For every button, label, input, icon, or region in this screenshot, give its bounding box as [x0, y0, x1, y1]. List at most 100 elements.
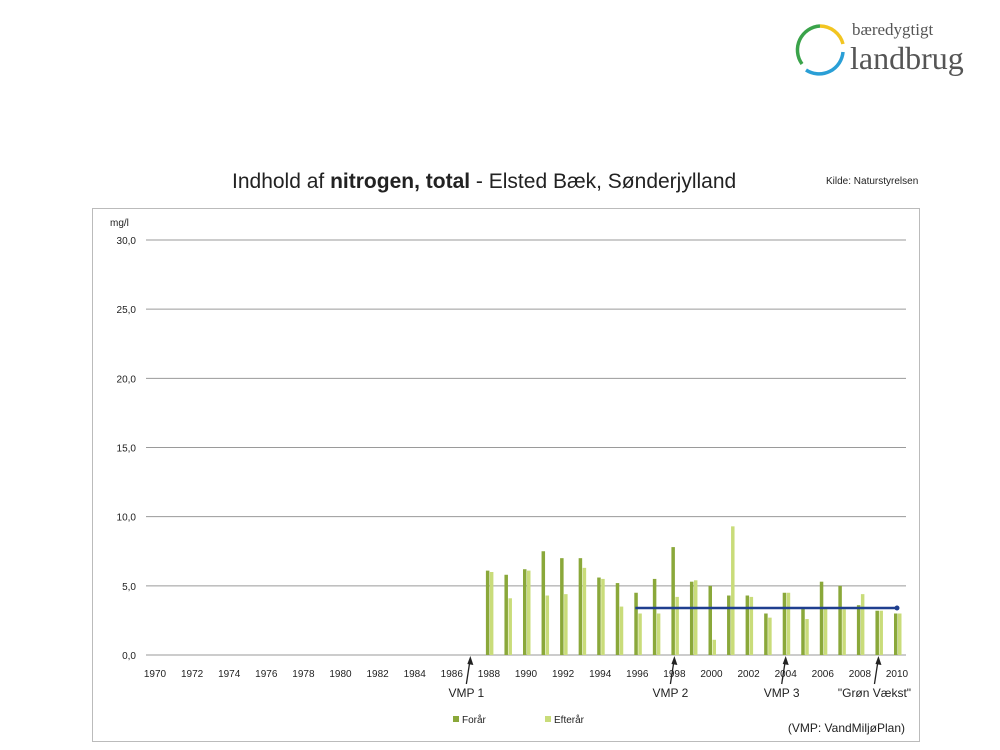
- x-tick-label: 1986: [441, 669, 464, 680]
- title-bold: nitrogen, total: [330, 170, 471, 193]
- bar-efterar: [564, 594, 568, 655]
- x-tick-label: 1976: [255, 669, 278, 680]
- y-tick-label: 5,0: [122, 582, 136, 593]
- bar-forar: [819, 581, 824, 655]
- logo-text-line2: landbrug: [850, 40, 964, 76]
- bar-efterar: [712, 639, 716, 655]
- bar-forar: [652, 578, 657, 655]
- y-tick-label: 30,0: [117, 236, 137, 247]
- bar-forar: [671, 547, 675, 655]
- x-tick-label: 1990: [515, 669, 538, 680]
- bar-efterar: [675, 596, 679, 655]
- bar-efterar: [619, 606, 624, 655]
- trend-end-marker: [894, 605, 900, 611]
- x-tick-label: 2000: [700, 669, 723, 680]
- y-tick-label: 10,0: [117, 513, 137, 524]
- x-tick-label: 1972: [181, 669, 204, 680]
- bar-efterar: [656, 613, 661, 655]
- bar-forar: [523, 569, 527, 655]
- bar-efterar: [842, 609, 846, 655]
- bar-efterar: [693, 580, 698, 655]
- x-tick-label: 1988: [478, 669, 501, 680]
- annotation-label: "Grøn Vækst": [838, 686, 911, 700]
- arrow-head-icon: [782, 656, 789, 665]
- bar-forar: [727, 595, 731, 655]
- bar-efterar: [860, 594, 865, 655]
- legend-swatch-efterar: [545, 716, 551, 722]
- bar-forar: [856, 605, 861, 655]
- logo-ring-icon: [795, 24, 845, 76]
- annotation-label: VMP 1: [448, 686, 484, 700]
- x-tick-label: 1974: [218, 669, 241, 680]
- bar-efterar: [601, 578, 605, 655]
- bar-efterar: [489, 572, 494, 655]
- x-tick-label: 2004: [775, 669, 798, 680]
- x-tick-label: 1998: [663, 669, 686, 680]
- x-tick-label: 2008: [849, 669, 872, 680]
- legend-label-forar: Forår: [462, 714, 487, 726]
- x-tick-label: 2002: [737, 669, 760, 680]
- source-label: Kilde: Naturstyrelsen: [826, 176, 919, 187]
- bar-efterar: [898, 613, 902, 655]
- bar-forar: [634, 592, 638, 655]
- y-tick-label: 20,0: [117, 374, 137, 385]
- chart-frame: [92, 208, 920, 742]
- bar-forar: [560, 558, 564, 655]
- bar-forar: [708, 585, 712, 655]
- bar-efterar: [545, 595, 550, 655]
- bar-efterar: [823, 607, 828, 655]
- bar-forar: [745, 595, 750, 655]
- bar-forar: [597, 577, 601, 655]
- bar-forar: [894, 613, 898, 655]
- y-tick-label: 15,0: [117, 444, 137, 455]
- bar-forar: [875, 610, 879, 655]
- x-tick-label: 1984: [404, 669, 427, 680]
- x-tick-label: 2006: [812, 669, 835, 680]
- bar-efterar: [731, 526, 735, 655]
- bar-efterar: [508, 598, 512, 655]
- x-tick-label: 1978: [292, 669, 315, 680]
- x-tick-label: 1980: [329, 669, 352, 680]
- x-tick-label: 2010: [886, 669, 909, 680]
- x-tick-label: 1996: [626, 669, 649, 680]
- legend-swatch-forar: [453, 716, 459, 722]
- title-prefix: Indhold af: [232, 170, 331, 193]
- legend-label-efterar: Efterår: [554, 714, 585, 726]
- bar-efterar: [582, 567, 587, 655]
- bar-forar: [578, 558, 583, 655]
- bar-forar: [504, 574, 508, 655]
- arrow-head-icon: [467, 656, 474, 665]
- y-tick-label: 25,0: [117, 305, 137, 316]
- arrow-head-icon: [671, 656, 678, 665]
- bar-forar: [689, 581, 694, 655]
- bar-forar: [801, 607, 805, 655]
- bar-efterar: [805, 619, 809, 655]
- bar-forar: [838, 585, 842, 655]
- bar-forar: [485, 570, 490, 655]
- bar-efterar: [638, 613, 642, 655]
- bar-forar: [615, 583, 620, 655]
- bar-forar: [541, 551, 546, 655]
- bar-efterar: [879, 610, 883, 655]
- bar-efterar: [749, 596, 754, 655]
- x-tick-label: 1970: [144, 669, 167, 680]
- bar-efterar: [786, 592, 791, 655]
- annotation-label: VMP 3: [764, 686, 800, 700]
- bar-efterar: [527, 570, 531, 655]
- footnote: (VMP: VandMiljøPlan): [788, 721, 905, 735]
- bar-forar: [782, 592, 787, 655]
- bar-efterar: [768, 617, 772, 655]
- y-tick-label: 0,0: [122, 651, 136, 662]
- annotation-label: VMP 2: [653, 686, 689, 700]
- x-tick-label: 1992: [552, 669, 575, 680]
- bar-forar: [764, 613, 768, 655]
- y-axis-label: mg/l: [110, 218, 129, 229]
- x-tick-label: 1982: [366, 669, 389, 680]
- chart-title: Indhold af nitrogen, total - Elsted Bæk,…: [232, 170, 736, 194]
- title-suffix: - Elsted Bæk, Sønderjylland: [470, 170, 737, 193]
- arrow-head-icon: [875, 656, 882, 665]
- x-tick-label: 1994: [589, 669, 612, 680]
- logo-text-line1: bæredygtigt: [852, 20, 934, 39]
- logo: bæredygtigt landbrug: [792, 20, 967, 82]
